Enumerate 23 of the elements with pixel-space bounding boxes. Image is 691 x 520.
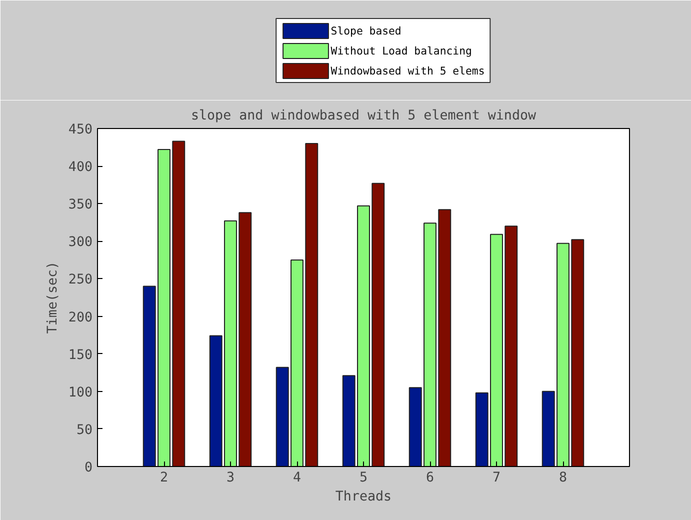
y-tick-label: 250 [68, 272, 93, 288]
y-tick-label: 200 [68, 310, 93, 326]
x-tick-label: 4 [292, 470, 302, 486]
x-axis-title: Threads [335, 490, 392, 504]
legend-label: Windowbased with 5 elems [330, 64, 485, 78]
x-tick-label: 8 [558, 470, 568, 486]
y-tick-label: 450 [68, 122, 93, 138]
y-tick-label: 0 [84, 460, 93, 476]
x-tick-label: 6 [426, 470, 434, 486]
x-tick-label: 2 [160, 470, 168, 486]
legend-label: Without Load balancing [330, 44, 472, 58]
y-tick-label: 350 [68, 198, 93, 213]
x-tick-label: 5 [359, 470, 368, 486]
y-tick-label: 50 [76, 422, 93, 438]
y-tick-label: 400 [68, 160, 93, 176]
chart-title: slope and windowbased with 5 element window [190, 108, 537, 124]
x-tick-label: 7 [492, 470, 501, 486]
x-tick-label: 3 [226, 470, 235, 486]
y-tick-label: 150 [68, 348, 93, 363]
y-axis-title: Time(sec) [45, 261, 60, 334]
legend-label: Slope based [330, 24, 402, 38]
y-tick-label: 300 [68, 235, 93, 250]
y-tick-label: 100 [68, 385, 93, 400]
